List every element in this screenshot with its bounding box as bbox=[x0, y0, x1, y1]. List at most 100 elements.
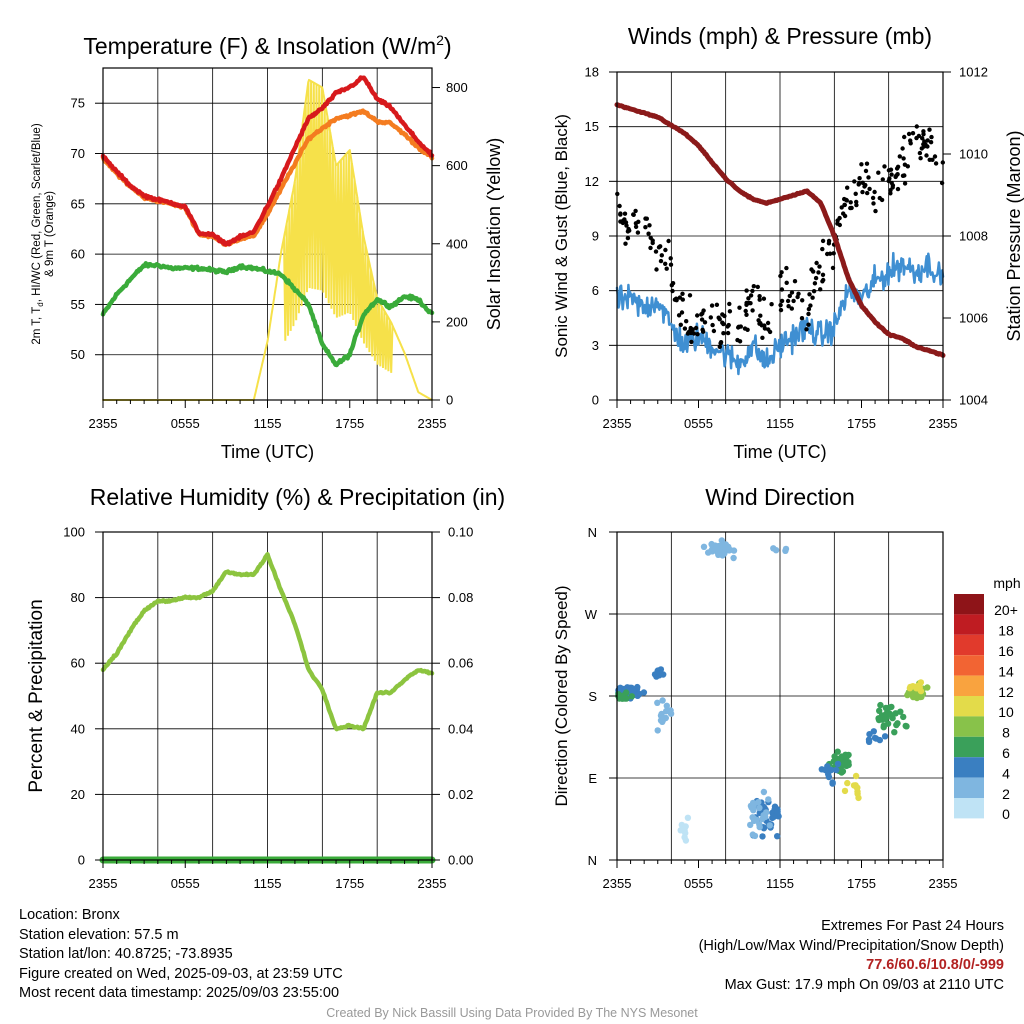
gust-point bbox=[816, 270, 821, 275]
legend-label: 6 bbox=[1002, 745, 1010, 761]
gust-point bbox=[895, 186, 901, 192]
direction-point bbox=[902, 722, 909, 730]
gust-point bbox=[848, 200, 853, 205]
gust-point bbox=[633, 208, 638, 214]
direction-point bbox=[659, 717, 667, 724]
direction-point bbox=[684, 814, 692, 821]
direction-point bbox=[897, 708, 904, 715]
direction-point bbox=[842, 759, 849, 766]
extremes-info: Extremes For Past 24 Hours (High/Low/Max… bbox=[699, 917, 1004, 995]
gust-point bbox=[787, 293, 792, 299]
legend-swatch bbox=[954, 655, 984, 676]
direction-point bbox=[640, 689, 648, 696]
gust-point bbox=[849, 205, 854, 211]
gust-point bbox=[863, 168, 869, 174]
x-tick-label-wind: 2355 bbox=[929, 416, 958, 431]
direction-point bbox=[850, 782, 858, 789]
gust-point bbox=[701, 308, 706, 313]
direction-point bbox=[628, 693, 635, 700]
y-tick-label-temp: 50 bbox=[71, 347, 85, 362]
gust-point bbox=[888, 191, 893, 196]
gust-point bbox=[725, 324, 730, 329]
x-tick-label-dir: 2355 bbox=[603, 876, 632, 891]
y2-tick-label-insolation: 800 bbox=[446, 80, 468, 95]
gust-point bbox=[810, 295, 815, 300]
direction-point bbox=[854, 790, 861, 797]
direction-point bbox=[756, 823, 763, 831]
legend-label: 0 bbox=[1002, 806, 1010, 822]
gust-point bbox=[737, 305, 742, 310]
x-tick-label-temp: 1755 bbox=[335, 416, 364, 431]
y-tick-label-rh: 60 bbox=[71, 656, 85, 671]
direction-point bbox=[884, 709, 891, 716]
gust-point bbox=[648, 245, 653, 251]
gust-point bbox=[854, 202, 859, 208]
title-superscript: 2 bbox=[436, 32, 444, 48]
gust-point bbox=[927, 157, 932, 162]
gust-point bbox=[789, 306, 794, 311]
direction-point bbox=[618, 692, 626, 700]
station-elevation: Station elevation: 57.5 m bbox=[19, 926, 179, 943]
direction-point bbox=[900, 713, 907, 721]
gust-point bbox=[853, 191, 858, 196]
direction-point bbox=[843, 753, 850, 760]
gust-point bbox=[916, 133, 922, 139]
gust-point bbox=[742, 326, 748, 331]
gust-point bbox=[757, 294, 762, 299]
gust-point bbox=[867, 186, 872, 192]
gust-point bbox=[844, 197, 849, 203]
gust-point bbox=[618, 211, 623, 216]
gust-point bbox=[864, 161, 870, 166]
gust-point bbox=[837, 222, 842, 228]
y-axis-label-text: Percent & Precipitation bbox=[26, 599, 47, 792]
direction-point bbox=[759, 833, 766, 840]
x-tick-label-dir: 0555 bbox=[684, 876, 713, 891]
gust-point bbox=[744, 312, 749, 317]
x-tick-label-rh: 0555 bbox=[171, 876, 200, 891]
legend-swatch bbox=[954, 675, 984, 696]
y2-tick-label-precip: 0.00 bbox=[448, 853, 473, 868]
gust-point bbox=[786, 304, 791, 309]
y-tick-label-wind: 0 bbox=[592, 393, 599, 408]
dewpoint-line bbox=[100, 261, 435, 368]
direction-point bbox=[894, 720, 901, 727]
gust-point bbox=[750, 288, 755, 294]
gust-point bbox=[666, 238, 671, 244]
direction-point bbox=[924, 684, 931, 691]
extremes-title: Extremes For Past 24 Hours bbox=[821, 918, 1004, 934]
gust-point bbox=[927, 127, 932, 132]
y-axis-label-text: Sonic Wind & Gust (Blue, Black) bbox=[552, 114, 571, 358]
gust-point bbox=[744, 288, 749, 293]
credit-line: Created By Nick Bassill Using Data Provi… bbox=[326, 1006, 698, 1020]
y2-tick-label-precip: 0.06 bbox=[448, 656, 473, 671]
gust-point bbox=[778, 302, 783, 308]
chart-title-dir: Wind Direction bbox=[705, 484, 855, 510]
y-axis-label-sub: d bbox=[36, 302, 45, 306]
direction-point bbox=[844, 779, 851, 787]
figure-created: Figure created on Wed, 2025-09-03, at 23… bbox=[19, 965, 343, 982]
gust-point bbox=[778, 273, 783, 279]
direction-point bbox=[881, 733, 889, 740]
gust-point bbox=[635, 230, 641, 235]
gust-point bbox=[711, 328, 717, 334]
gust-point bbox=[888, 188, 893, 193]
direction-point bbox=[877, 701, 884, 709]
gust-point bbox=[924, 153, 929, 158]
gust-point bbox=[879, 197, 885, 203]
gust-point bbox=[779, 298, 785, 304]
gust-point bbox=[750, 308, 755, 313]
gust-point bbox=[769, 302, 774, 307]
gust-point bbox=[617, 203, 622, 209]
direction-point bbox=[719, 551, 727, 558]
gust-point bbox=[842, 213, 848, 219]
x-tick-label-wind: 1155 bbox=[766, 416, 794, 431]
y2-tick-label-precip: 0.02 bbox=[448, 787, 473, 802]
y2-tick-label-insolation: 200 bbox=[446, 314, 468, 329]
insolation-variability-line bbox=[283, 81, 394, 373]
y2-axis-label-temp: Solar Insolation (Yellow) bbox=[484, 138, 504, 330]
gust-point bbox=[842, 202, 847, 208]
gust-point bbox=[910, 131, 916, 136]
gust-point bbox=[685, 331, 691, 336]
gust-point bbox=[821, 277, 826, 283]
gust-point bbox=[845, 185, 850, 190]
